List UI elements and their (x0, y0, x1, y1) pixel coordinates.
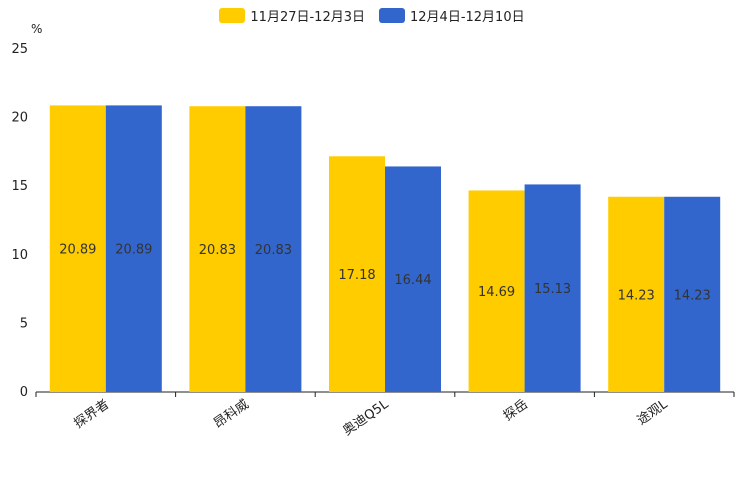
bar-1 (329, 156, 385, 392)
data-label: 20.83 (199, 243, 236, 258)
y-tick-label: 15 (11, 179, 28, 194)
legend-swatch-series-2 (379, 8, 405, 23)
y-tick-label: 25 (11, 42, 28, 57)
bar-2 (524, 184, 581, 392)
bar-2 (245, 106, 302, 392)
legend-item-series-1[interactable]: 11月27日-12月3日 (219, 6, 365, 25)
x-tick-label: 途观L (634, 396, 671, 429)
bar-1 (189, 106, 246, 392)
bar-2 (385, 166, 441, 392)
data-label: 20.89 (115, 243, 152, 258)
data-label: 20.83 (255, 243, 292, 258)
data-label: 15.13 (534, 282, 571, 297)
bar-2 (664, 196, 721, 392)
bar-1 (608, 196, 665, 392)
bar-2 (105, 105, 162, 393)
y-tick-label: 0 (20, 385, 28, 400)
legend-swatch-series-1 (219, 8, 246, 23)
y-tick-label: 20 (11, 111, 28, 126)
x-tick-label: 探界者 (72, 397, 113, 432)
y-tick-label: 5 (20, 316, 28, 331)
legend-label-series-2: 12月4日-12月10日 (410, 10, 525, 25)
bar-1 (468, 190, 525, 392)
x-tick-label: 奥迪Q5L (340, 397, 392, 439)
data-label: 16.44 (394, 273, 431, 288)
x-tick-label: 探岳 (501, 397, 531, 424)
bar-1 (49, 105, 106, 393)
data-label: 14.23 (674, 288, 711, 303)
y-axis-unit-label: % (31, 22, 43, 36)
legend-item-series-2[interactable]: 12月4日-12月10日 (379, 6, 525, 25)
data-label: 17.18 (338, 268, 375, 283)
legend: 11月27日-12月3日 12月4日-12月10日 (0, 6, 744, 25)
data-label: 14.69 (478, 285, 515, 300)
y-tick-label: 10 (11, 248, 28, 263)
data-label: 14.23 (618, 288, 655, 303)
legend-label-series-1: 11月27日-12月3日 (250, 10, 365, 25)
data-label: 20.89 (59, 243, 96, 258)
x-tick-label: 昂科威 (211, 397, 252, 432)
